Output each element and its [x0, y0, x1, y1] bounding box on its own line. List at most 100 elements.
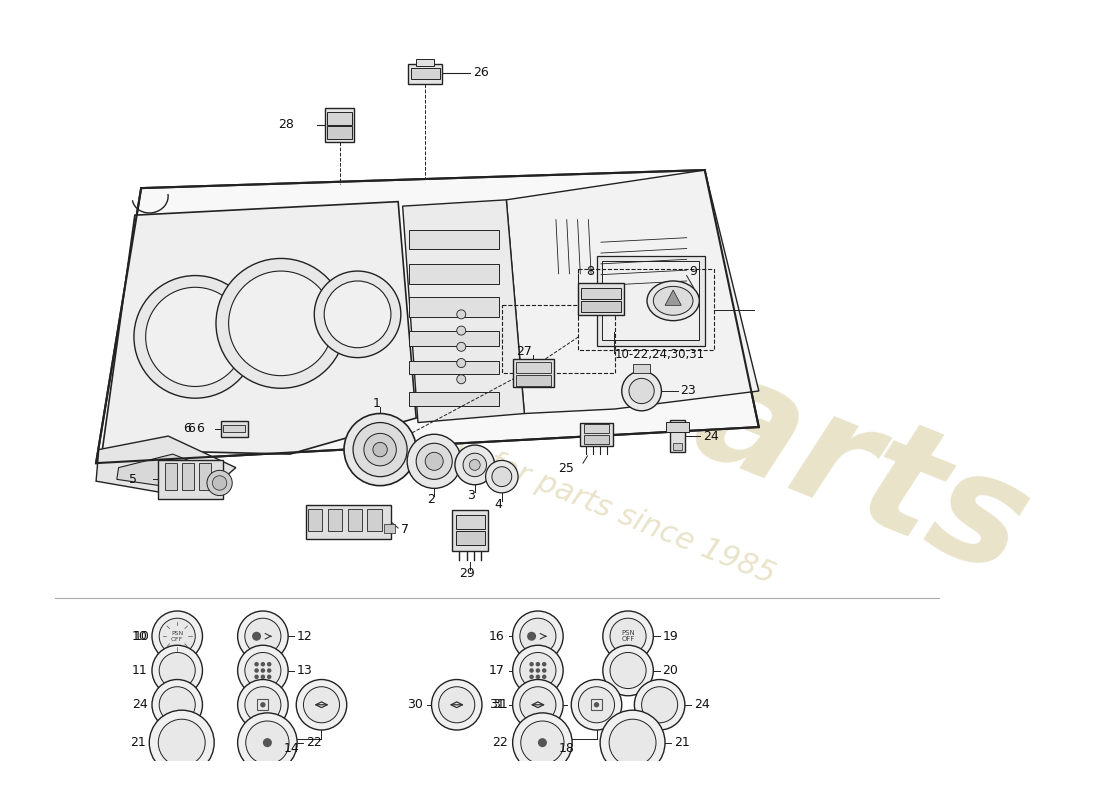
Circle shape [456, 374, 465, 384]
Circle shape [527, 632, 536, 641]
Circle shape [456, 358, 465, 367]
Circle shape [520, 653, 556, 689]
Circle shape [529, 674, 534, 679]
Circle shape [439, 686, 475, 723]
Circle shape [353, 422, 407, 477]
Bar [409, 392, 499, 406]
Circle shape [610, 618, 646, 654]
Text: 16: 16 [488, 630, 505, 642]
Text: 1: 1 [373, 397, 381, 410]
Circle shape [238, 646, 288, 696]
Text: 2: 2 [427, 493, 434, 506]
Circle shape [150, 710, 214, 775]
Circle shape [520, 686, 556, 723]
Circle shape [261, 662, 265, 666]
Circle shape [254, 674, 258, 679]
Text: 3: 3 [468, 489, 475, 502]
Circle shape [513, 679, 563, 730]
Circle shape [431, 679, 482, 730]
Bar [409, 361, 499, 374]
Circle shape [238, 679, 288, 730]
Circle shape [296, 679, 346, 730]
Bar [409, 230, 499, 250]
Text: 7: 7 [400, 523, 409, 536]
Bar [416, 59, 434, 66]
Circle shape [463, 453, 486, 477]
Text: 24: 24 [703, 430, 718, 442]
Text: 21: 21 [674, 736, 690, 749]
Circle shape [252, 632, 261, 641]
Circle shape [373, 442, 387, 457]
Bar [455, 530, 485, 545]
Bar [306, 505, 392, 539]
Text: 14: 14 [284, 742, 299, 754]
Bar [367, 509, 382, 531]
Circle shape [152, 611, 202, 662]
Bar [581, 288, 620, 299]
Bar [409, 298, 499, 317]
Text: 13: 13 [297, 664, 312, 677]
Circle shape [160, 686, 196, 723]
Circle shape [407, 434, 461, 488]
Circle shape [426, 452, 443, 470]
Bar [452, 510, 488, 551]
Text: 30: 30 [407, 698, 424, 711]
Circle shape [485, 461, 518, 493]
Bar [581, 301, 620, 312]
Bar [223, 426, 245, 433]
Bar [384, 523, 395, 533]
Bar [596, 256, 705, 346]
Bar [634, 364, 650, 373]
Text: 24: 24 [132, 698, 147, 711]
Circle shape [542, 674, 547, 679]
Circle shape [635, 679, 685, 730]
Circle shape [261, 674, 265, 679]
Circle shape [594, 702, 600, 707]
Polygon shape [506, 170, 759, 414]
Circle shape [542, 668, 547, 673]
Bar [328, 509, 342, 531]
Circle shape [536, 674, 540, 679]
Circle shape [254, 668, 258, 673]
Circle shape [344, 414, 416, 486]
Bar [581, 422, 613, 446]
Bar [584, 424, 609, 434]
Circle shape [455, 445, 495, 485]
Bar [516, 362, 550, 373]
Bar [410, 68, 440, 79]
Circle shape [416, 443, 452, 479]
Bar [602, 261, 700, 341]
Text: 10: 10 [133, 630, 150, 642]
Circle shape [513, 611, 563, 662]
Text: 29: 29 [459, 566, 474, 580]
Circle shape [492, 466, 512, 486]
Circle shape [603, 611, 653, 662]
Circle shape [263, 738, 272, 747]
Circle shape [261, 668, 265, 673]
Circle shape [229, 271, 333, 376]
Circle shape [134, 275, 256, 398]
Circle shape [245, 721, 289, 764]
Text: 31: 31 [488, 698, 505, 711]
Text: 8: 8 [585, 266, 594, 278]
Circle shape [160, 618, 196, 654]
Circle shape [579, 686, 615, 723]
Text: 28: 28 [278, 118, 295, 131]
Circle shape [245, 618, 280, 654]
Polygon shape [102, 202, 416, 454]
Bar [182, 463, 195, 490]
Circle shape [261, 702, 265, 707]
Text: 24: 24 [694, 698, 710, 711]
Polygon shape [666, 290, 681, 306]
Bar [502, 306, 615, 373]
Circle shape [245, 653, 280, 689]
Circle shape [207, 470, 232, 495]
Circle shape [603, 646, 653, 696]
Text: 10-22,24,30,31: 10-22,24,30,31 [615, 349, 705, 362]
Text: 4: 4 [494, 498, 503, 511]
Circle shape [267, 668, 272, 673]
Circle shape [152, 646, 202, 696]
Text: 18: 18 [559, 742, 574, 754]
Circle shape [609, 719, 656, 766]
Bar [199, 463, 211, 490]
